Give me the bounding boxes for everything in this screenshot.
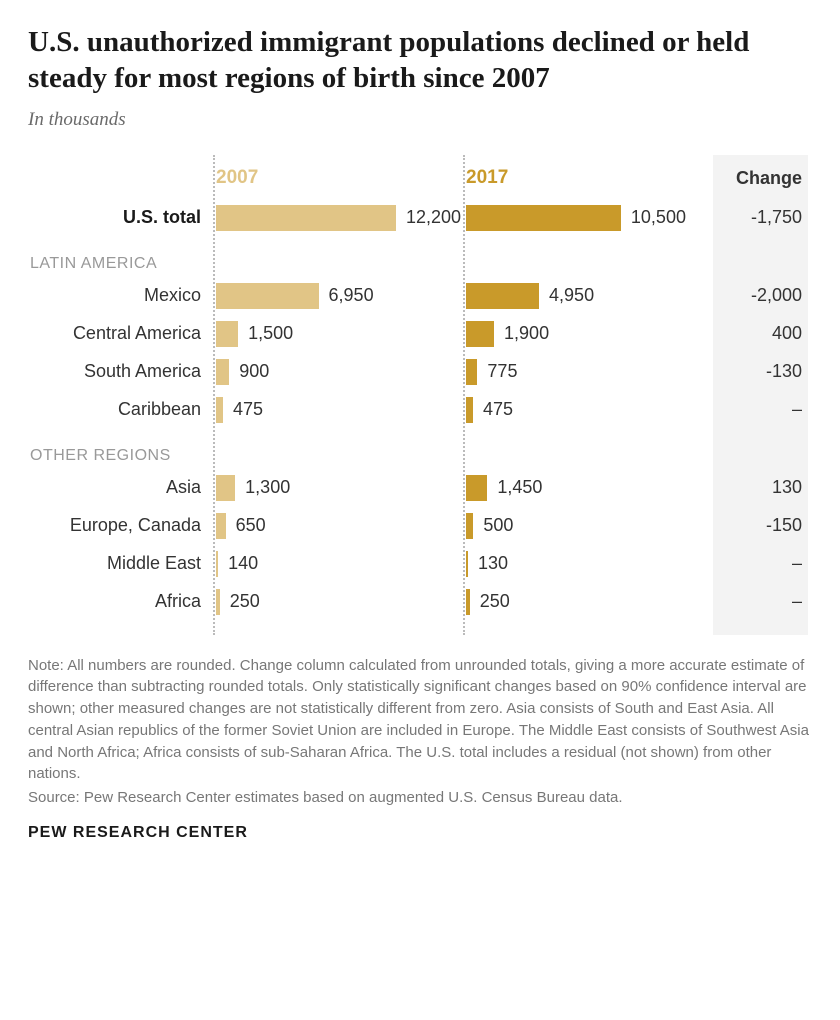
bar-b [466, 283, 539, 309]
data-row: South America 900 775 -130 [28, 353, 812, 391]
change-value: – [713, 553, 808, 574]
change-value: – [713, 399, 808, 420]
data-row: U.S. total 12,200 10,500 -1,750 [28, 199, 812, 237]
value-a: 6,950 [329, 285, 374, 306]
bar-b [466, 475, 487, 501]
bar-b [466, 551, 468, 577]
value-b: 130 [478, 553, 508, 574]
bar-a [216, 397, 223, 423]
row-label: Mexico [28, 285, 213, 306]
change-value: -150 [713, 515, 808, 536]
row-label: Central America [28, 323, 213, 344]
row-label: Africa [28, 591, 213, 612]
value-a: 650 [236, 515, 266, 536]
value-b: 500 [483, 515, 513, 536]
row-label: Asia [28, 477, 213, 498]
bar-a [216, 283, 319, 309]
bar-a [216, 359, 229, 385]
attribution-text: PEW RESEARCH CENTER [28, 824, 812, 842]
change-value: -2,000 [713, 285, 808, 306]
data-row: Mexico 6,950 4,950 -2,000 [28, 277, 812, 315]
value-a: 140 [228, 553, 258, 574]
year-a-label: 2007 [216, 167, 258, 189]
change-value: -1,750 [713, 207, 808, 228]
value-b: 10,500 [631, 207, 686, 228]
bar-a [216, 475, 235, 501]
value-b: 4,950 [549, 285, 594, 306]
row-label: Europe, Canada [28, 515, 213, 536]
row-label: South America [28, 361, 213, 382]
change-header: Change [713, 168, 808, 189]
bar-a [216, 551, 218, 577]
row-label: Middle East [28, 553, 213, 574]
chart-subtitle: In thousands [28, 109, 812, 131]
bar-a [216, 589, 220, 615]
section-label: LATIN AMERICA [28, 251, 812, 277]
value-a: 1,500 [248, 323, 293, 344]
value-a: 250 [230, 591, 260, 612]
chart-body: 2007 2017 Change U.S. total 12,200 10,500 -1,7… [28, 155, 812, 635]
bar-b [466, 589, 470, 615]
bar-b [466, 513, 473, 539]
value-a: 475 [233, 399, 263, 420]
value-b: 475 [483, 399, 513, 420]
bar-a [216, 321, 238, 347]
bar-a [216, 513, 226, 539]
bar-b [466, 397, 473, 423]
chart-container: U.S. unauthorized immigrant populations … [0, 0, 840, 866]
row-label: Caribbean [28, 399, 213, 420]
value-a: 1,300 [245, 477, 290, 498]
data-row: Middle East 140 130 – [28, 545, 812, 583]
change-value: 400 [713, 323, 808, 344]
bar-b [466, 321, 494, 347]
bar-a [216, 205, 396, 231]
data-row: Central America 1,500 1,900 400 [28, 315, 812, 353]
value-a: 900 [239, 361, 269, 382]
data-row: Africa 250 250 – [28, 583, 812, 621]
year-b-label: 2017 [466, 167, 508, 189]
data-row: Europe, Canada 650 500 -150 [28, 507, 812, 545]
value-b: 775 [487, 361, 517, 382]
row-label: U.S. total [28, 207, 213, 228]
change-value: 130 [713, 477, 808, 498]
change-value: -130 [713, 361, 808, 382]
change-value: – [713, 591, 808, 612]
value-b: 250 [480, 591, 510, 612]
value-b: 1,900 [504, 323, 549, 344]
note-text: Note: All numbers are rounded. Change co… [28, 655, 812, 786]
chart-title: U.S. unauthorized immigrant populations … [28, 24, 812, 97]
bar-b [466, 359, 477, 385]
data-row: Caribbean 475 475 – [28, 391, 812, 429]
bar-b [466, 205, 621, 231]
value-a: 12,200 [406, 207, 461, 228]
value-b: 1,450 [497, 477, 542, 498]
data-row: Asia 1,300 1,450 130 [28, 469, 812, 507]
section-label: OTHER REGIONS [28, 443, 812, 469]
source-text: Source: Pew Research Center estimates ba… [28, 789, 812, 806]
